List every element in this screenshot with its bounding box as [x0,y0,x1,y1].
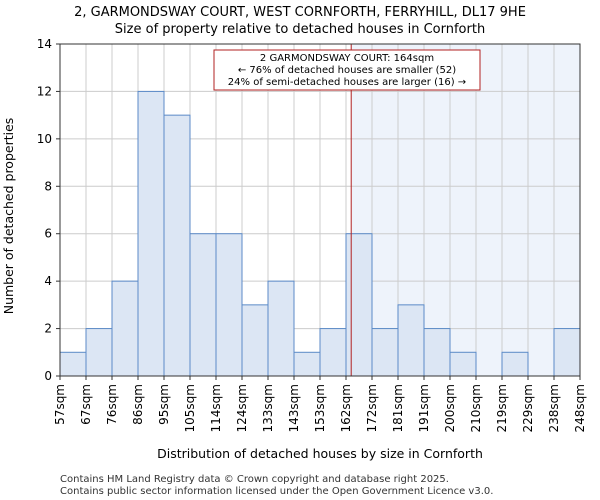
larger-region-shading [351,44,580,376]
x-tick-label: 153sqm [313,384,327,432]
x-tick-label: 162sqm [339,384,353,432]
x-tick-label: 76sqm [105,384,119,425]
x-tick-label: 200sqm [443,384,457,432]
x-tick-label: 210sqm [469,384,483,432]
y-tick-labels: 0 2 4 6 8 10 12 14 [37,37,60,383]
annotation-border [213,49,481,91]
bar [397,304,425,377]
annotation-line-1: 2 GARMONDSWAY COURT: 164sqm [260,53,434,64]
bar [345,233,373,377]
y-tick-label: 12 [37,84,52,98]
y-tick-label: 10 [37,132,52,146]
y-tick-label: 4 [44,274,52,288]
bar [449,351,477,377]
bar [553,328,581,377]
bar [137,90,165,377]
bar [319,328,347,377]
bar [293,351,321,377]
bar [423,328,451,377]
bar [189,233,217,377]
y-axis-label: Number of detached properties [1,118,16,315]
annotation-box: 2 GARMONDSWAY COURT: 164sqm ← 76% of det… [213,49,481,91]
bars [59,90,581,377]
footer-line-2: Contains public sector information licen… [60,486,493,497]
bar [163,114,191,377]
x-tick-label: 105sqm [183,384,197,432]
x-tick-label: 219sqm [495,384,509,432]
bar [241,304,269,377]
x-tick-label: 172sqm [365,384,379,432]
bar [267,280,295,377]
annotation-line-2: ← 76% of detached houses are smaller (52… [238,65,456,76]
x-tick-label: 86sqm [131,384,145,425]
bar [501,351,529,377]
chart-title: 2, GARMONDSWAY COURT, WEST CORNFORTH, FE… [74,5,526,20]
y-tick-label: 0 [44,369,52,383]
bar [85,328,113,377]
x-tick-label: 238sqm [547,384,561,432]
x-axis-label: Distribution of detached houses by size … [157,446,483,461]
bar [371,328,399,377]
x-tick-label: 229sqm [521,384,535,432]
x-tick-labels: 57sqm 67sqm 76sqm 86sqm 95sqm 105sqm 114sqm 124… [53,376,587,432]
y-tick-label: 2 [44,322,52,336]
x-tick-label: 114sqm [209,384,223,432]
x-tick-label: 124sqm [235,384,249,432]
bar [111,280,139,377]
footer-line-1: Contains HM Land Registry data © Crown c… [60,474,449,485]
x-tick-label: 143sqm [287,384,301,432]
x-tick-label: 95sqm [157,384,171,425]
chart-subtitle: Size of property relative to detached ho… [115,22,485,37]
bar [215,233,243,377]
x-tick-label: 248sqm [573,384,587,432]
y-tick-label: 6 [44,227,52,241]
x-tick-label: 57sqm [53,384,67,425]
annotation-line-3: 24% of semi-detached houses are larger (… [228,77,466,88]
y-tick-label: 14 [37,37,52,51]
x-tick-label: 181sqm [391,384,405,432]
x-tick-label: 67sqm [79,384,93,425]
x-tick-label: 191sqm [417,384,431,432]
bar [59,351,87,377]
y-tick-label: 8 [44,179,52,193]
x-tick-label: 133sqm [261,384,275,432]
